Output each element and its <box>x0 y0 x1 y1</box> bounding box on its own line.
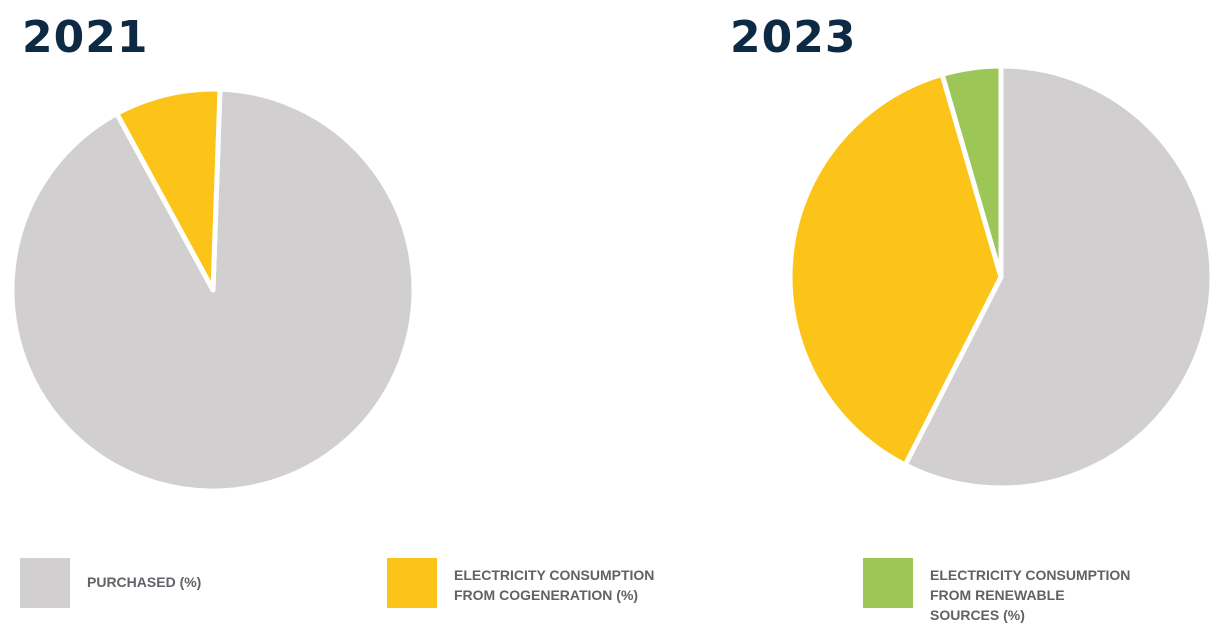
legend-swatch-purchased <box>20 558 70 608</box>
chart-title-2021: 2021 <box>22 12 149 63</box>
legend-label-purchased: PURCHASED (%) <box>87 574 202 590</box>
legend-item-purchased: PURCHASED (%) <box>20 558 337 608</box>
pie-slice-2021-cogeneration <box>114 86 223 293</box>
chart-title-2023: 2023 <box>730 12 857 63</box>
pie-slice-2023-cogeneration <box>787 71 1004 468</box>
pie-slice-2023-renewable <box>939 63 1004 280</box>
legend-swatch-renewable <box>863 558 913 608</box>
legend-label-cogeneration: ELECTRICITY CONSUMPTION FROM COGENERATIO… <box>454 567 655 603</box>
legend-item-cogeneration: ELECTRICITY CONSUMPTION FROM COGENERATIO… <box>387 558 704 608</box>
legend-item-renewable: ELECTRICITY CONSUMPTION FROM RENEWABLE S… <box>863 558 1180 625</box>
pie-slice-2023-purchased <box>902 63 1212 491</box>
legend-swatch-cogeneration <box>387 558 437 608</box>
legend-label-renewable: ELECTRICITY CONSUMPTION FROM RENEWABLE S… <box>930 567 1131 623</box>
